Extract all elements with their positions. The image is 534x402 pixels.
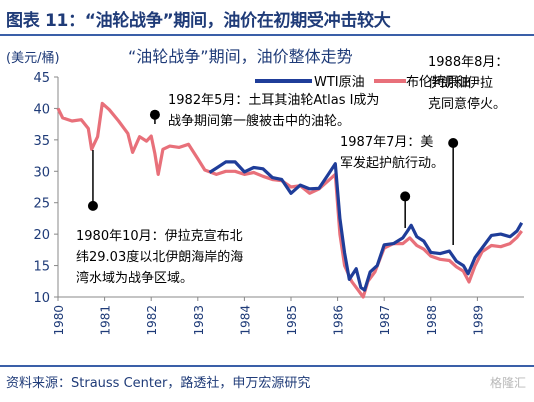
y-tick-label: 25 [33, 197, 50, 212]
figure-title: 图表 11：“油轮战争”期间，油价在初期受冲击较大 [6, 11, 391, 31]
annotation-text: 湾水域为战争区域。 [76, 270, 193, 286]
annotation-marker [448, 138, 459, 148]
wti-line [208, 160, 524, 292]
x-tick-label: 1983 [192, 305, 206, 336]
chart-title: “油轮战争”期间，油价整体走势 [128, 47, 353, 66]
y-tick-label: 30 [33, 165, 50, 180]
x-tick-label: 1986 [332, 305, 346, 336]
y-tick-label: 45 [33, 71, 50, 86]
x-tick-label: 1985 [285, 305, 299, 336]
x-tick-label: 1989 [471, 305, 485, 336]
legend-label-wti: WTI原油 [314, 75, 365, 90]
annotation-text: 1988年8月： [428, 55, 508, 70]
title-rule [0, 34, 534, 36]
annotation-marker [149, 109, 160, 120]
annotation-text: 军发起护航行动。 [340, 155, 444, 171]
x-tick-label: 1988 [425, 305, 439, 336]
watermark: 格隆汇 [489, 376, 526, 390]
annotation-text: 战争期间第一艘被击中的油轮。 [168, 113, 350, 129]
y-axis-label: (美元/桶) [6, 51, 60, 66]
annotation-marker [87, 200, 98, 211]
x-tick-label: 1981 [99, 305, 113, 336]
series-lines [56, 101, 524, 299]
annotation-marker [400, 191, 411, 202]
y-tick-label: 15 [33, 260, 50, 275]
source-rule [0, 365, 534, 367]
x-tick-label: 1984 [238, 305, 252, 336]
y-tick-label: 40 [33, 102, 50, 117]
x-tick-label: 1987 [378, 305, 392, 336]
legend-label-brent: 布伦特原油 [406, 75, 471, 90]
annotation-text: 1980年10月：伊拉克宣布北 [76, 228, 243, 244]
source-note: 资料来源：Strauss Center，路透社，申万宏源研究 [6, 376, 311, 391]
y-tick-label: 20 [33, 228, 50, 243]
legend: WTI原油 布伦特原油 [255, 75, 471, 90]
brent-line [56, 101, 523, 299]
annotation-text: 伊朗和伊拉 [428, 76, 493, 91]
axes: 10 15 20 25 30 35 40 45 1980 1981 1982 1983 1984 1985… [33, 71, 524, 336]
x-tick-label: 1982 [145, 305, 159, 336]
annotation-text: 1987年7月：美 [340, 135, 433, 150]
x-tick-label: 1980 [52, 305, 66, 336]
annotation-text: 克同意停火。 [428, 96, 506, 112]
y-tick-label: 10 [33, 291, 50, 306]
y-tick-label: 35 [33, 134, 50, 149]
annotation-text: 纬29.03度以北伊朗海岸的海 [76, 249, 243, 265]
annotation-text: 1982年5月：土耳其油轮Atlas I成为 [168, 93, 379, 108]
